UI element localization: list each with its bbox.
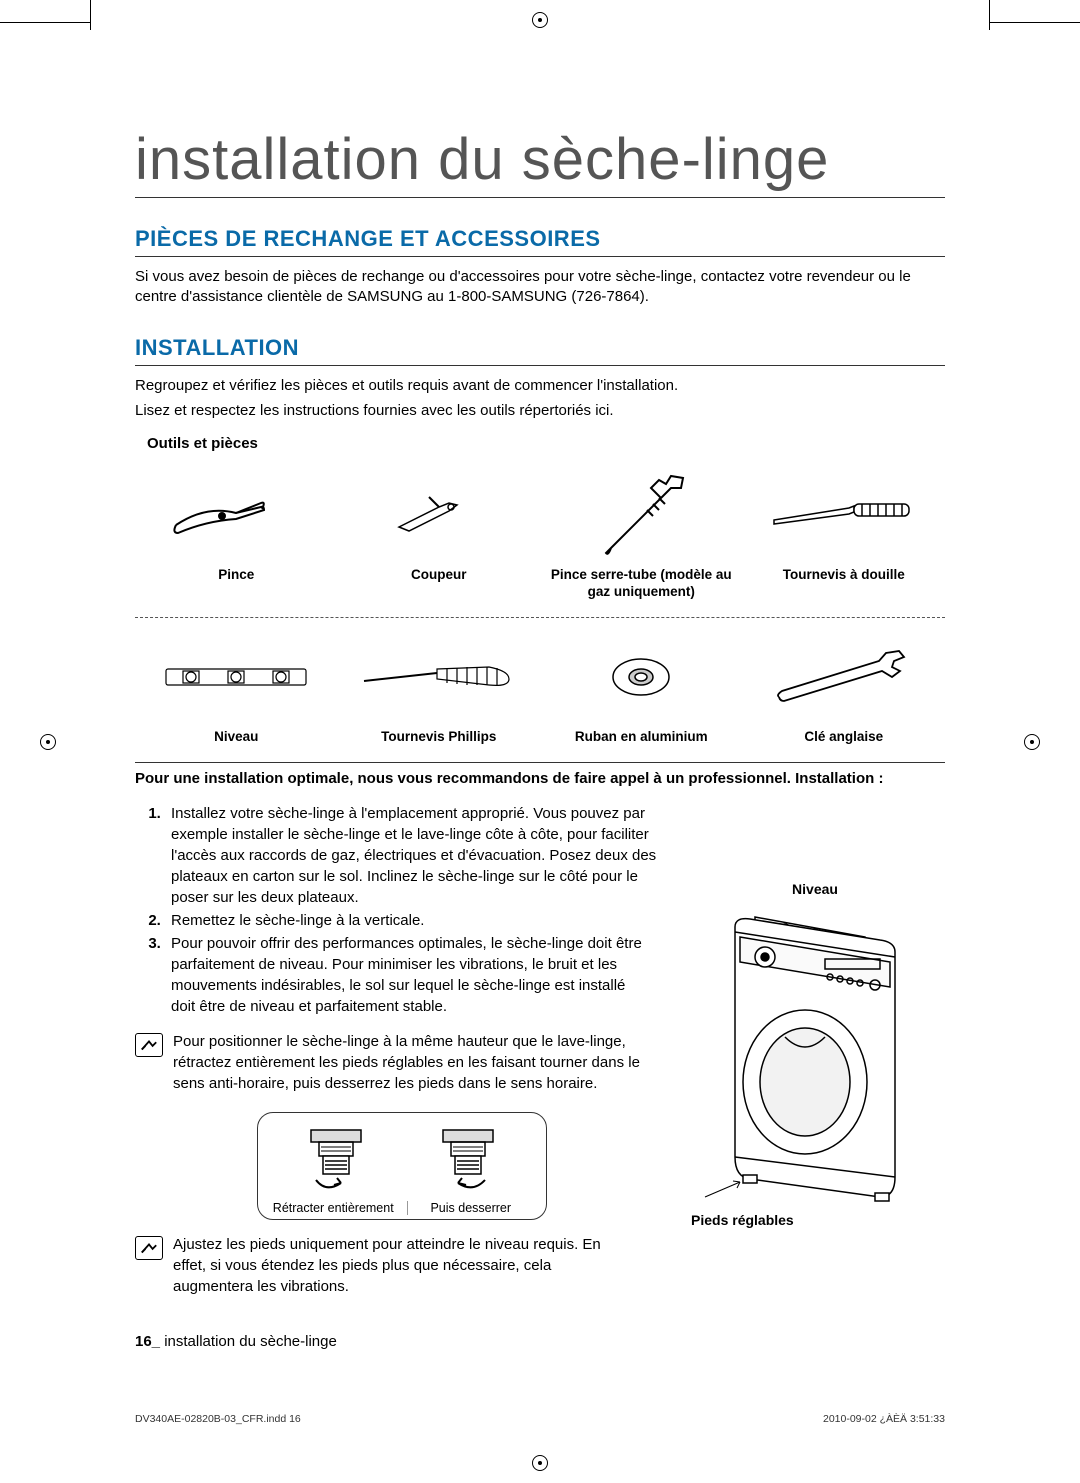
crop-v-right xyxy=(989,0,990,30)
footer-page-num: 16_ xyxy=(135,1333,160,1350)
phillips-icon xyxy=(342,630,537,725)
dryer-diagram-icon xyxy=(685,907,945,1212)
solid-separator xyxy=(135,762,945,763)
tool-tape: Ruban en aluminium xyxy=(540,622,743,760)
crop-v-left xyxy=(90,0,91,30)
note-icon xyxy=(135,1236,163,1260)
tool-nut-driver: Tournevis à douille xyxy=(743,460,946,615)
print-footer-right: 2010-09-02 ¿ÀÈÄ 3:51:33 xyxy=(823,1413,945,1425)
foot-img-row xyxy=(270,1125,534,1195)
foot-loosen-icon xyxy=(413,1125,523,1195)
install-line-2: Lisez et respectez les instructions four… xyxy=(135,401,945,421)
tool-label: Coupeur xyxy=(411,567,467,584)
tool-label: Clé anglaise xyxy=(804,729,883,746)
tool-level: Niveau xyxy=(135,622,338,760)
install-step: Installez votre sèche-linge à l'emplacem… xyxy=(165,803,669,908)
nut-driver-icon xyxy=(747,468,942,563)
footer-line: 16_ installation du sèche-linge xyxy=(135,1333,945,1350)
note-2: Ajustez les pieds uniquement pour attein… xyxy=(135,1234,669,1297)
tool-label: Ruban en aluminium xyxy=(575,729,708,746)
pipe-wrench-icon xyxy=(544,468,739,563)
tools-subheader: Outils et pièces xyxy=(147,435,945,452)
tool-pipe-wrench: Pince serre-tube (modèle au gaz uniqueme… xyxy=(540,460,743,615)
install-right-col: Niveau xyxy=(685,795,945,1297)
install-step: Pour pouvoir offrir des performances opt… xyxy=(165,933,645,1017)
note-1: Pour positionner le sèche-linge à la mêm… xyxy=(135,1031,669,1094)
tool-label: Pince xyxy=(218,567,254,584)
dryer-bottom-label: Pieds réglables xyxy=(691,1212,945,1228)
footer-text: installation du sèche-linge xyxy=(164,1333,337,1350)
install-step: Remettez le sèche-linge à la verticale. xyxy=(165,910,669,931)
tool-cutter: Coupeur xyxy=(338,460,541,615)
foot-diagram-box: Rétracter entièrement Puis desserrer xyxy=(257,1112,547,1220)
wrench-icon xyxy=(747,630,942,725)
tool-wrench: Clé anglaise xyxy=(743,622,946,760)
tool-phillips: Tournevis Phillips xyxy=(338,622,541,760)
tape-icon xyxy=(544,630,739,725)
install-steps: Installez votre sèche-linge à l'emplacem… xyxy=(153,803,669,1017)
section-parts-body: Si vous avez besoin de pièces de rechang… xyxy=(135,267,945,308)
cutter-icon xyxy=(342,468,537,563)
tool-label: Pince serre-tube (modèle au gaz uniqueme… xyxy=(544,567,739,601)
level-icon xyxy=(139,630,334,725)
tool-label: Tournevis à douille xyxy=(783,567,905,584)
reg-bottom-icon xyxy=(532,1455,548,1471)
note-text: Ajustez les pieds uniquement pour attein… xyxy=(173,1234,603,1297)
reg-right-icon xyxy=(1024,734,1040,750)
foot-caption: Rétracter entièrement xyxy=(270,1201,408,1215)
section-parts-heading: PIÈCES DE RECHANGE ET ACCESSOIRES xyxy=(135,226,945,257)
note-icon xyxy=(135,1033,163,1057)
install-line-1: Regroupez et vérifiez les pièces et outi… xyxy=(135,376,945,396)
install-left-col: Installez votre sèche-linge à l'emplacem… xyxy=(135,795,669,1297)
page-title: installation du sèche-linge xyxy=(135,130,945,198)
section-install-heading: INSTALLATION xyxy=(135,335,945,366)
tool-label: Tournevis Phillips xyxy=(381,729,496,746)
note-text: Pour positionner le sèche-linge à la mêm… xyxy=(173,1031,643,1094)
reg-top-icon xyxy=(532,12,548,28)
foot-caption: Puis desserrer xyxy=(408,1201,535,1215)
page-content: installation du sèche-linge PIÈCES DE RE… xyxy=(135,130,945,1350)
dashed-separator xyxy=(135,617,945,618)
install-two-col: Installez votre sèche-linge à l'emplacem… xyxy=(135,795,945,1297)
tool-label: Niveau xyxy=(214,729,258,746)
foot-caption-row: Rétracter entièrement Puis desserrer xyxy=(270,1201,534,1215)
install-recommend: Pour une installation optimale, nous vou… xyxy=(135,769,945,789)
print-footer-left: DV340AE-02820B-03_CFR.indd 16 xyxy=(135,1413,301,1425)
dryer-top-label: Niveau xyxy=(685,881,945,897)
tool-grid: Pince Coupeur Pince serre-tube (modèle a… xyxy=(135,460,945,769)
tool-pliers: Pince xyxy=(135,460,338,615)
foot-retract-icon xyxy=(281,1125,391,1195)
pliers-icon xyxy=(139,468,334,563)
print-footer: DV340AE-02820B-03_CFR.indd 16 2010-09-02… xyxy=(135,1413,945,1425)
reg-left-icon xyxy=(40,734,56,750)
